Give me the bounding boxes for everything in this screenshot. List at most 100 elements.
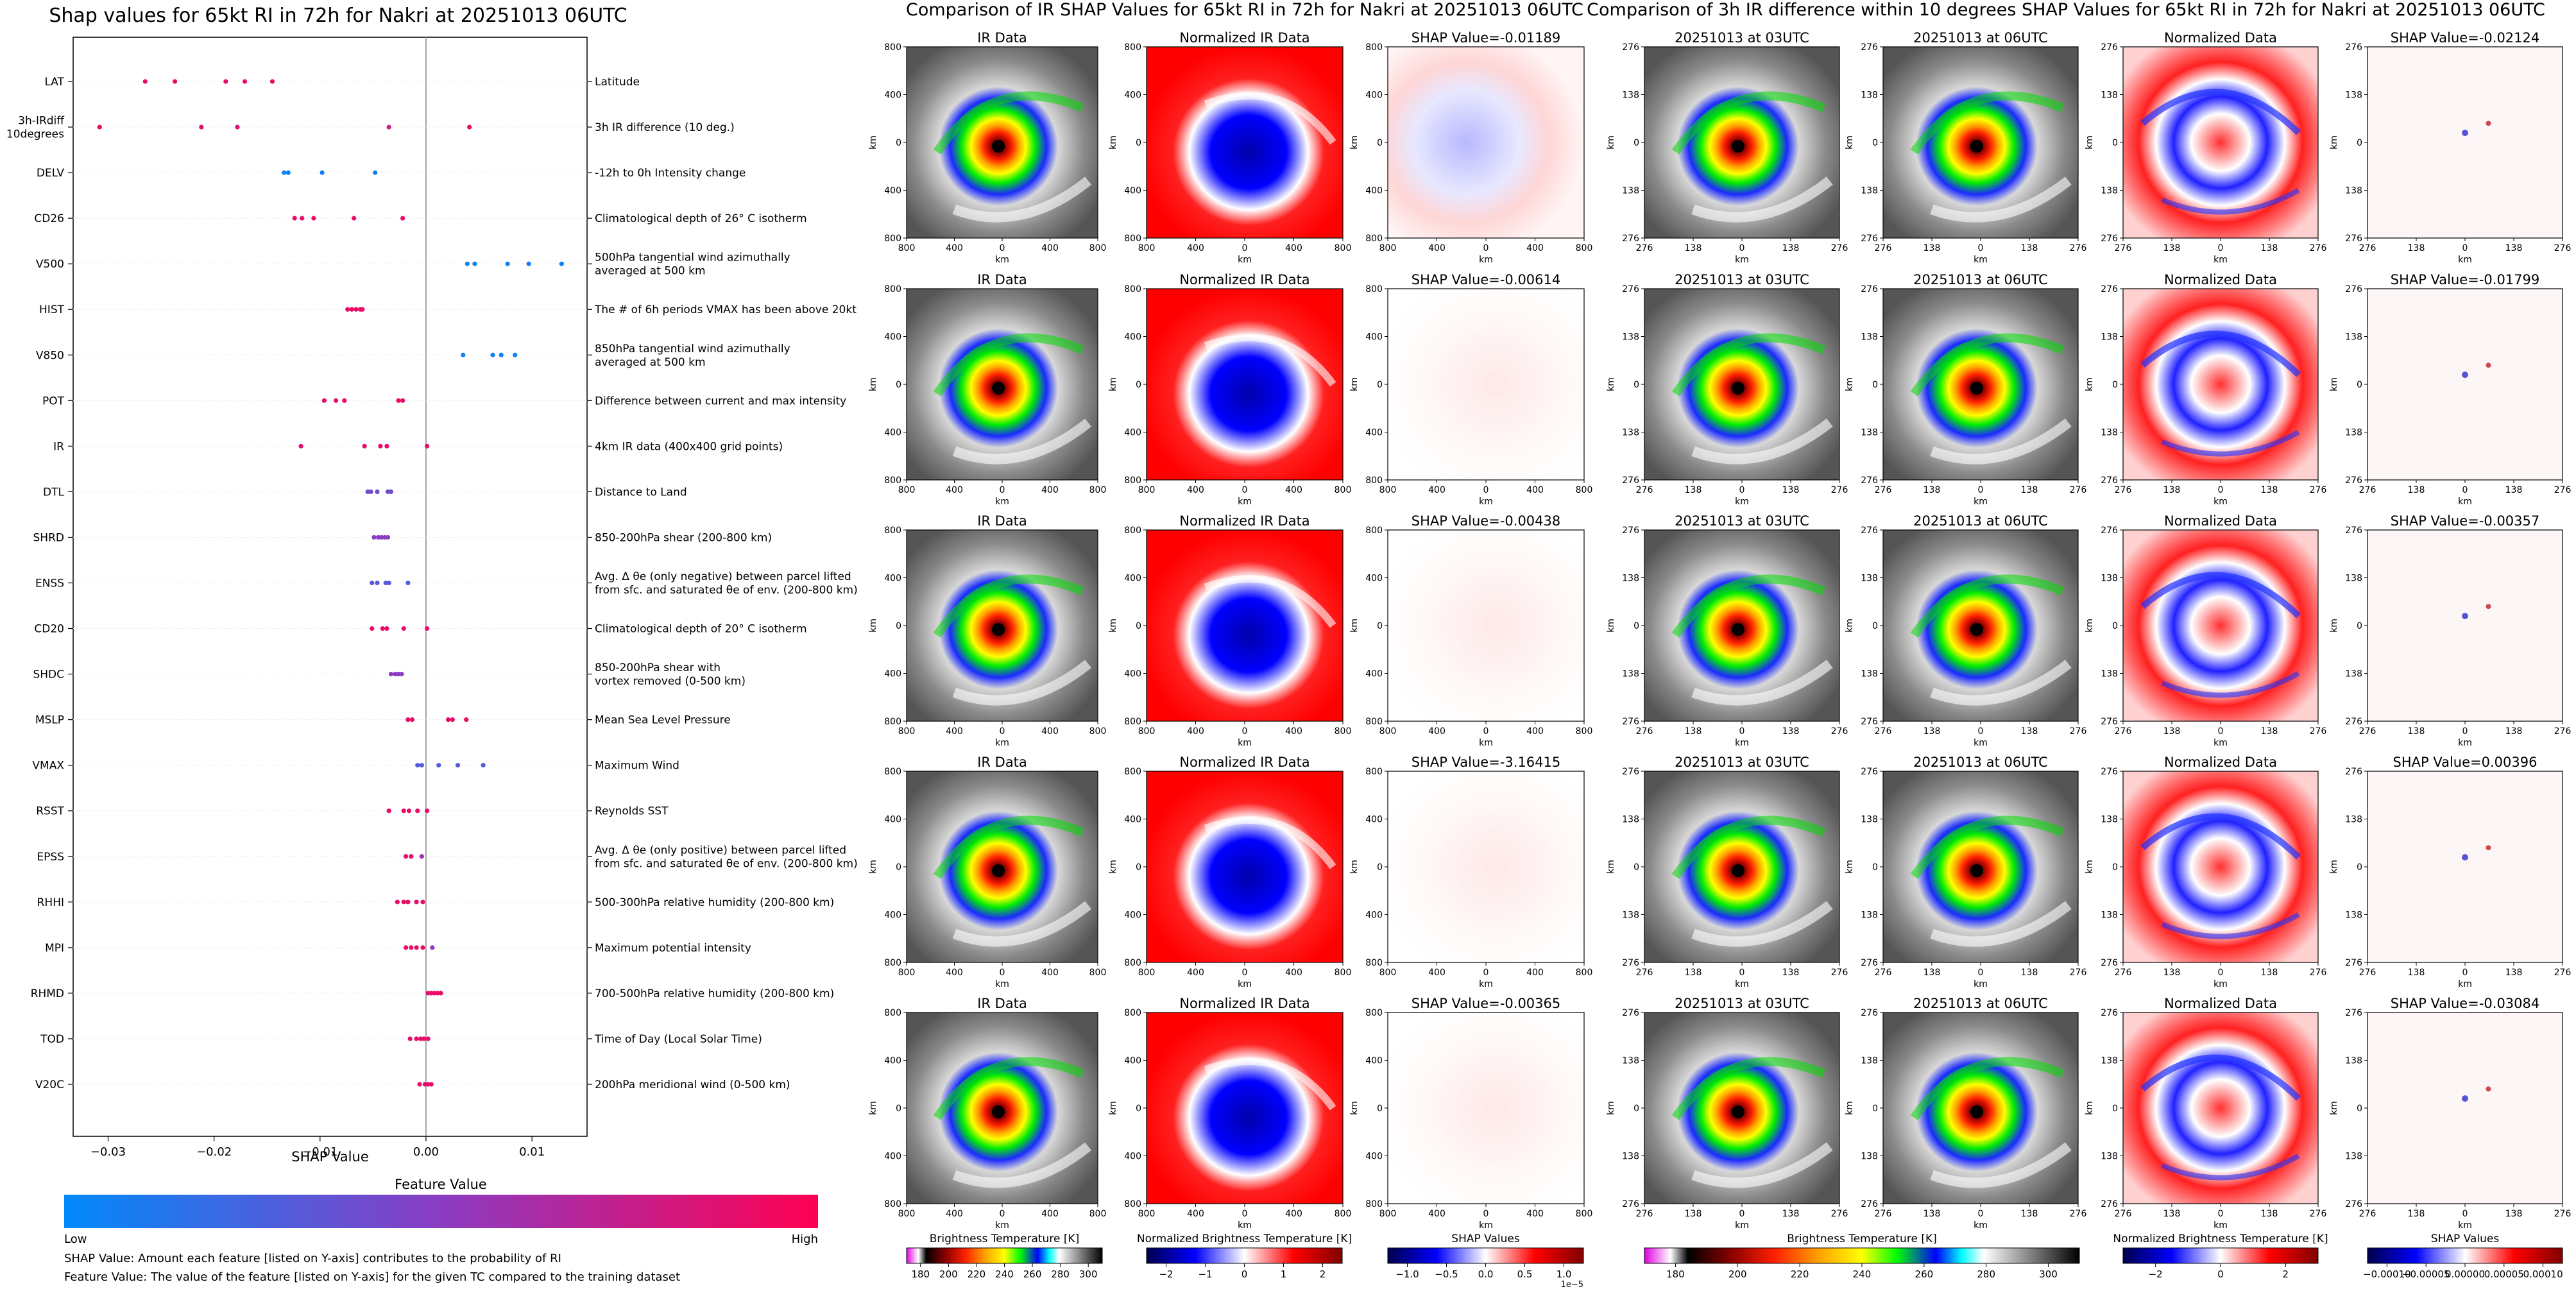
x-axis-label: km: [2458, 497, 2472, 507]
x-tick-label: 276: [2310, 243, 2327, 253]
x-axis-label: km: [1974, 1220, 1988, 1231]
shap-point: [365, 489, 370, 495]
panel-image: [2367, 289, 2563, 480]
y-tick-label: 276: [2345, 1199, 2362, 1209]
spiral-band: [1204, 92, 1336, 145]
image-panel: Normalized Data2762761381380013813827627…: [2085, 755, 2326, 989]
x-axis-label: km: [2458, 979, 2472, 989]
x-tick-label: 138: [2408, 485, 2425, 495]
panel-title: 20251013 at 03UTC: [1675, 755, 1809, 770]
x-axis-label: km: [1974, 979, 1988, 989]
y-tick-label: 0: [2357, 1104, 2362, 1114]
y-tick-label: 800: [1365, 42, 1383, 53]
image-panel: SHAP Value=-0.00438800800400400004004008…: [1349, 513, 1592, 748]
x-tick-label: 138: [2505, 726, 2523, 737]
feature-description-label: Latitude: [595, 76, 640, 89]
feature-description-label: Mean Sea Level Pressure: [595, 714, 731, 727]
x-tick-label: 138: [1923, 243, 1941, 253]
image-panel: Normalized IR Data8008004004000040040080…: [1108, 30, 1351, 265]
shap-point: [375, 580, 380, 586]
shap-point: [311, 216, 316, 221]
x-tick-label: 0: [1483, 1209, 1489, 1219]
x-tick-label: 138: [2505, 243, 2523, 253]
x-tick-label: 800: [1089, 1209, 1107, 1219]
y-tick-label: 400: [1124, 332, 1141, 343]
panel-title: IR Data: [977, 272, 1027, 287]
x-axis-label: km: [2458, 1220, 2472, 1231]
x-tick-label: 276: [2554, 243, 2572, 253]
shap-point: [419, 763, 424, 768]
x-axis-label: km: [1479, 255, 1493, 265]
diff-group-title: Comparison of 3h IR difference within 10…: [1587, 0, 2545, 20]
shap-point: [513, 352, 518, 357]
y-tick-label: 138: [1622, 428, 1639, 438]
y-tick-label: 0: [1872, 621, 1878, 631]
spiral-band: [933, 333, 1084, 397]
x-axis-label: km: [1735, 497, 1749, 507]
x-tick-label: 400: [1285, 243, 1302, 253]
y-tick-label: 400: [884, 669, 901, 679]
y-tick-label: 0: [1136, 862, 1141, 873]
y-axis-label: km: [868, 860, 878, 874]
shap-point: [370, 626, 375, 631]
shap-spot: [2462, 613, 2468, 620]
y-tick-label: 276: [1861, 234, 1878, 244]
panel-image: [1147, 289, 1343, 480]
outer-band: [1930, 418, 2072, 465]
shap-spot: [2486, 363, 2491, 368]
colorbar-tick-label: −2: [2149, 1268, 2163, 1280]
y-tick-label: 276: [1861, 42, 1878, 53]
x-axis-label: km: [2458, 738, 2472, 748]
y-tick-label: 276: [2101, 717, 2118, 727]
storm-eye: [1970, 622, 1983, 636]
x-tick-label: 0: [1978, 243, 1984, 253]
shap-point: [425, 1082, 431, 1087]
colorbar-tick-label: 0.00005: [2484, 1268, 2524, 1280]
shap-point: [435, 991, 440, 996]
storm-eye: [1970, 381, 1983, 395]
shap-spot: [2486, 1086, 2491, 1092]
panel-title: SHAP Value=-3.16415: [1412, 755, 1561, 770]
image-panel: Normalized IR Data8008004004000040040080…: [1108, 755, 1351, 989]
storm-eye: [1970, 1105, 1983, 1118]
spiral-band: [1204, 575, 1336, 628]
feature-description-label: vortex removed (0-500 km): [595, 675, 746, 688]
x-tick-label: 0: [2462, 968, 2468, 978]
y-axis-label: km: [1606, 377, 1616, 391]
y-tick-label: 138: [1861, 1056, 1878, 1066]
y-tick-label: 138: [1622, 186, 1639, 196]
shap-point: [405, 900, 411, 905]
shap-note: SHAP Value: Amount each feature [listed …: [64, 1252, 561, 1265]
y-tick-label: 0: [1872, 1104, 1878, 1114]
x-tick-label: 138: [2261, 1209, 2278, 1219]
y-tick-label: 276: [2101, 234, 2118, 244]
panel-title: 20251013 at 03UTC: [1675, 272, 1809, 287]
y-tick-label: 276: [1622, 717, 1639, 727]
outer-band: [1930, 176, 2072, 223]
feature-name-label: CD26: [34, 212, 64, 225]
feature-description-label: Climatological depth of 20° C isotherm: [595, 623, 807, 636]
x-tick-label: 276: [2359, 243, 2376, 253]
feature-name-label: MPI: [45, 942, 64, 955]
outer-band: [952, 176, 1092, 223]
x-tick-label: 138: [2261, 726, 2278, 737]
shap-point: [438, 991, 443, 996]
y-tick-label: 800: [1124, 525, 1141, 536]
shap-point: [455, 763, 461, 768]
y-tick-label: 800: [1124, 284, 1141, 295]
shap-point: [199, 124, 204, 130]
y-tick-label: 138: [2101, 1152, 2118, 1162]
y-tick-label: 276: [1861, 1008, 1878, 1018]
x-tick-label: 0: [2218, 1209, 2224, 1219]
x-axis-label: km: [2213, 738, 2228, 748]
shap-point: [352, 216, 357, 221]
x-tick-label: 0: [2218, 485, 2224, 495]
x-tick-label: 800: [1379, 485, 1397, 495]
y-tick-label: 276: [2345, 42, 2362, 53]
outer-band: [1691, 901, 1833, 947]
shap-point: [399, 671, 404, 677]
shap-point: [235, 124, 240, 130]
colorbar-label: Brightness Temperature [K]: [1787, 1233, 1936, 1245]
y-tick-label: 400: [884, 186, 901, 196]
x-tick-label: 276: [1875, 726, 1892, 737]
